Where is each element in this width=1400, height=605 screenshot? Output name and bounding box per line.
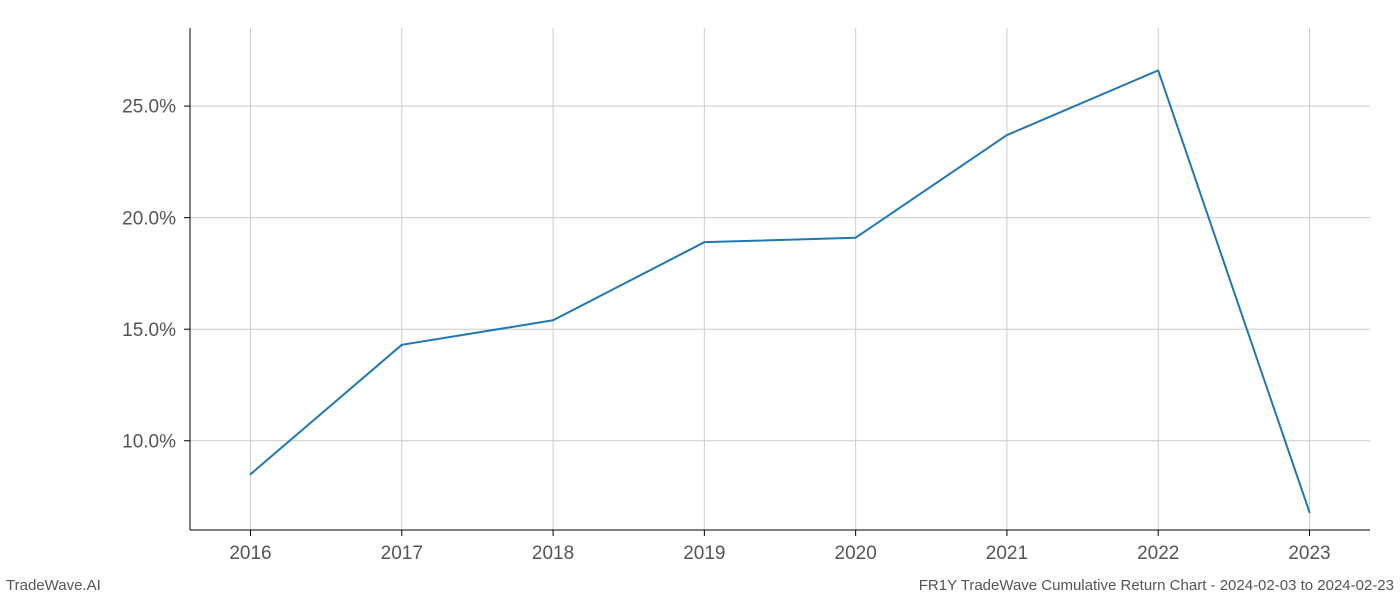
x-tick-label: 2018 xyxy=(532,543,574,564)
footer-left-brand: TradeWave.AI xyxy=(6,577,101,594)
chart-container: 2016 2017 2018 2019 2020 2021 2022 2023 10.0% 15.… xyxy=(0,0,1400,600)
x-tick-label: 2019 xyxy=(683,543,725,564)
x-tick-label: 2023 xyxy=(1288,543,1330,564)
x-tick-label: 2021 xyxy=(986,543,1028,564)
line-chart-svg: 2016 2017 2018 2019 2020 2021 2022 2023 10.0% 15.… xyxy=(0,0,1400,600)
y-tick-label: 25.0% xyxy=(122,97,176,118)
x-tick-label: 2020 xyxy=(835,543,877,564)
y-tick-label: 20.0% xyxy=(122,208,176,229)
footer-right-caption: FR1Y TradeWave Cumulative Return Chart -… xyxy=(919,577,1394,594)
x-tick-label: 2017 xyxy=(381,543,423,564)
x-tick-label: 2022 xyxy=(1137,543,1179,564)
y-tick-label: 10.0% xyxy=(122,431,176,452)
x-tick-label: 2016 xyxy=(229,543,271,564)
y-tick-label: 15.0% xyxy=(122,320,176,341)
